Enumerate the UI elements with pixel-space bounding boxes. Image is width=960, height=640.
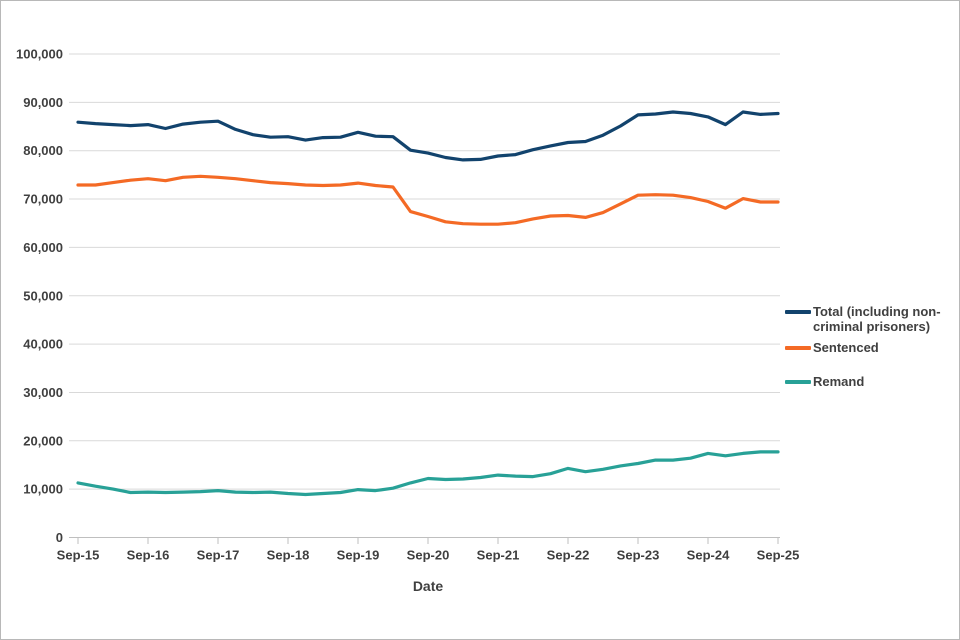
y-tick-label: 90,000 bbox=[23, 95, 63, 110]
legend-item-total: Total (including non-criminal prisoners) bbox=[785, 304, 957, 334]
y-tick-label: 70,000 bbox=[23, 192, 63, 207]
legend-label-remand: Remand bbox=[813, 374, 865, 389]
y-tick-label: 100,000 bbox=[16, 47, 63, 62]
sentenced-line-swatch bbox=[785, 346, 811, 350]
y-tick-label: 50,000 bbox=[23, 288, 63, 303]
sentenced-line bbox=[76, 174, 780, 226]
x-tick-label: Sep-22 bbox=[547, 548, 590, 563]
x-axis-title: Date bbox=[412, 578, 444, 594]
x-tick-label: Sep-24 bbox=[687, 548, 730, 563]
x-tick-label: Sep-15 bbox=[57, 548, 100, 563]
y-tick-label: 60,000 bbox=[23, 240, 63, 255]
x-tick-label: Sep-25 bbox=[757, 548, 800, 563]
y-tick-label: 30,000 bbox=[23, 385, 63, 400]
x-tick-label: Sep-23 bbox=[617, 548, 660, 563]
total-line bbox=[76, 110, 780, 162]
x-tick-label: Sep-16 bbox=[127, 548, 170, 563]
legend-label-sentenced: Sentenced bbox=[813, 340, 879, 355]
remand-line-swatch bbox=[785, 380, 811, 384]
total-line-swatch bbox=[785, 310, 811, 314]
y-tick-label: 80,000 bbox=[23, 143, 63, 158]
y-tick-label: 0 bbox=[56, 530, 63, 545]
legend-item-sentenced: Sentenced bbox=[785, 340, 957, 355]
remand-line bbox=[76, 450, 780, 497]
y-tick-label: 20,000 bbox=[23, 433, 63, 448]
x-tick-label: Sep-17 bbox=[197, 548, 240, 563]
y-tick-label: 40,000 bbox=[23, 337, 63, 352]
x-tick-label: Sep-19 bbox=[337, 548, 380, 563]
legend-label-total: Total (including non-criminal prisoners) bbox=[813, 304, 941, 334]
y-tick-label: 10,000 bbox=[23, 482, 63, 497]
x-tick-label: Sep-21 bbox=[477, 548, 520, 563]
legend: Total (including non-criminal prisoners)… bbox=[785, 304, 957, 389]
x-tick-label: Sep-18 bbox=[267, 548, 310, 563]
legend-item-remand: Remand bbox=[785, 374, 957, 389]
x-tick-label: Sep-20 bbox=[407, 548, 450, 563]
